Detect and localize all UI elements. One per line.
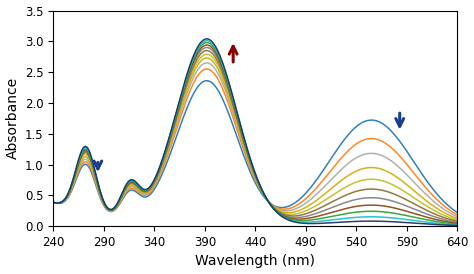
X-axis label: Wavelength (nm): Wavelength (nm) [195,255,315,269]
Y-axis label: Absorbance: Absorbance [6,77,19,159]
